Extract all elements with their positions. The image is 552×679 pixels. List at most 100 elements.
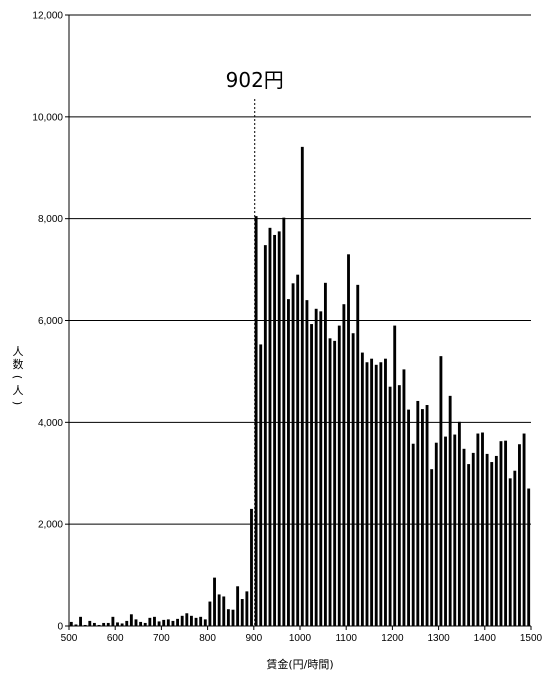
bar	[522, 433, 526, 626]
bar	[527, 488, 531, 626]
bar	[370, 358, 374, 626]
y-tick-label: 10,000	[32, 112, 63, 123]
bar	[360, 352, 364, 626]
y-tick-label: 0	[57, 622, 63, 633]
y-tick-label: 4,000	[38, 418, 63, 429]
bar	[176, 618, 180, 626]
bar	[287, 299, 290, 626]
bar	[250, 508, 253, 626]
bar	[74, 624, 78, 626]
bar	[231, 609, 235, 626]
bar	[388, 386, 392, 626]
x-tick-label: 1200	[381, 633, 404, 644]
y-tick-label: 8,000	[38, 214, 63, 225]
y-tick-label: 2,000	[38, 520, 63, 531]
bar	[69, 621, 73, 626]
bar	[88, 620, 92, 626]
y-axis-label-char: )	[11, 401, 24, 405]
bar	[494, 455, 498, 626]
axes	[65, 14, 532, 630]
bar	[208, 601, 212, 626]
bar	[300, 146, 304, 627]
bar	[508, 478, 512, 626]
x-tick-label: 700	[153, 633, 170, 644]
x-tick-label: 1400	[474, 633, 497, 644]
bar	[420, 409, 424, 626]
bar	[319, 311, 323, 626]
bar	[384, 358, 387, 626]
bar	[240, 599, 244, 626]
bar	[305, 300, 309, 626]
bar	[282, 217, 286, 627]
bar	[245, 591, 249, 626]
y-axis-label-char: 数	[13, 358, 24, 371]
x-tick-label: 1000	[289, 633, 312, 644]
bar	[310, 324, 313, 626]
bar	[268, 227, 272, 626]
bar	[379, 362, 383, 626]
bar	[291, 283, 295, 626]
bar	[444, 436, 447, 626]
bar	[199, 616, 203, 626]
bar	[116, 622, 119, 626]
bar	[513, 470, 517, 626]
y-tick-label: 6,000	[38, 316, 63, 327]
bar	[393, 325, 397, 626]
bar	[374, 364, 378, 626]
x-tick-label: 800	[199, 633, 216, 644]
y-axis-label-char: 人	[13, 345, 24, 358]
bar	[162, 619, 166, 626]
bar	[471, 452, 475, 626]
bar	[518, 444, 521, 626]
bar	[365, 362, 369, 626]
bar	[83, 624, 87, 626]
bar	[342, 304, 346, 626]
bar	[485, 453, 489, 626]
bar	[416, 400, 420, 626]
bar	[439, 356, 443, 626]
bar	[273, 234, 277, 626]
bar	[166, 619, 170, 626]
bar	[125, 620, 129, 626]
x-tick-label: 500	[61, 633, 78, 644]
bar	[411, 443, 415, 626]
bar	[102, 622, 106, 626]
bar	[171, 620, 175, 626]
bar	[120, 623, 124, 626]
bar	[236, 586, 240, 626]
bar	[402, 369, 406, 626]
bar	[323, 282, 327, 626]
y-axis-label: 人数 (人)	[11, 345, 24, 405]
bar	[180, 615, 184, 626]
bar	[481, 432, 484, 626]
bar	[129, 614, 133, 626]
bar	[194, 617, 198, 626]
bar	[213, 577, 216, 626]
bar	[79, 616, 82, 626]
bar	[226, 609, 230, 626]
bar	[277, 231, 281, 627]
x-tick-label: 1100	[335, 633, 357, 644]
bar	[425, 405, 429, 626]
x-tick-label: 900	[245, 633, 262, 644]
bar	[259, 344, 263, 626]
bar	[462, 448, 466, 626]
x-tick-label: 600	[107, 633, 124, 644]
bar	[106, 622, 110, 626]
bar	[407, 409, 411, 626]
bar	[157, 621, 161, 626]
bar	[448, 395, 452, 626]
bar	[185, 613, 189, 626]
bar	[134, 619, 138, 626]
x-tick-label: 1500	[520, 633, 543, 644]
bar	[217, 594, 221, 626]
y-axis-label-char: 人	[13, 384, 24, 397]
y-tick-label: 12,000	[32, 11, 63, 22]
bar	[92, 622, 96, 626]
bar	[296, 274, 300, 626]
x-tick-label: 1300	[427, 633, 450, 644]
bar	[434, 442, 438, 626]
bar	[328, 338, 332, 626]
y-tick-labels: 0 2,000 4,000 6,000 8,000 10,000 12,000	[32, 11, 63, 633]
